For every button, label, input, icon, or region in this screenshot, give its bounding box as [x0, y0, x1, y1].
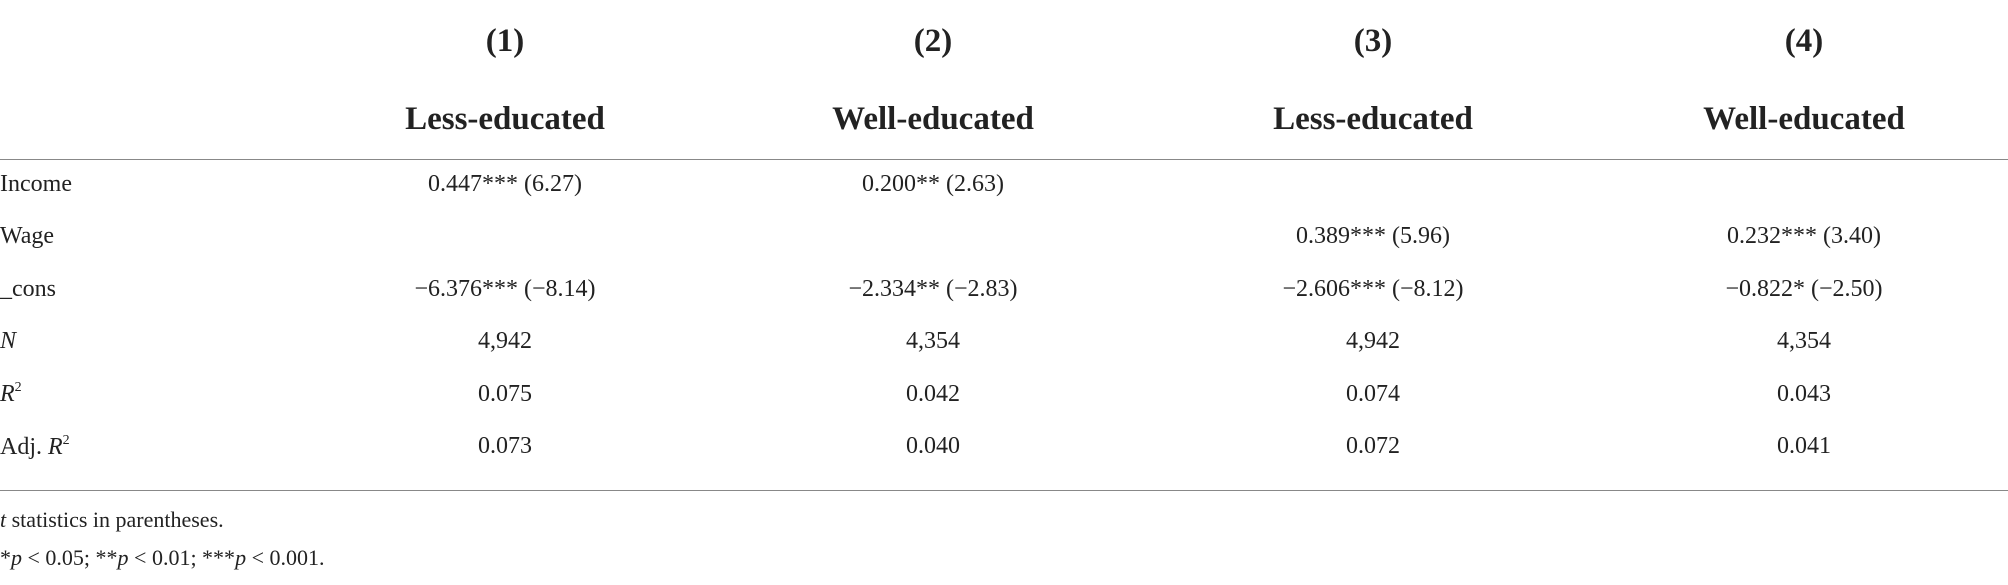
note-text: p	[235, 545, 247, 570]
cell: 0.075	[478, 380, 532, 407]
cell: 4,942	[478, 328, 532, 355]
column-number: (3)	[1353, 22, 1393, 59]
row-label-part: R	[0, 381, 15, 408]
note-text: t	[0, 507, 7, 532]
note: t statistics in parentheses.	[0, 507, 224, 533]
note-text: < 0.05; **	[22, 545, 118, 570]
cell: 0.074	[1346, 380, 1400, 407]
row-label: Adj. R2	[0, 433, 290, 461]
row-label: _cons	[0, 276, 290, 303]
row-label-part: 2	[14, 380, 22, 396]
cell: 0.447*** (6.27)	[428, 170, 582, 197]
bottom-rule	[0, 490, 2008, 491]
table-row: Income 0.447*** (6.27) 0.200** (2.63)	[0, 158, 2008, 211]
cell: 0.072	[1346, 433, 1400, 460]
table-row: N 4,942 4,354 4,942 4,354	[0, 316, 2008, 369]
cell: 0.043	[1777, 380, 1831, 407]
cell: 4,942	[1346, 328, 1400, 355]
top-rule	[0, 159, 2008, 160]
cell: 0.232*** (3.40)	[1727, 223, 1881, 250]
cell: −2.334** (−2.83)	[848, 275, 1018, 302]
row-label-part: Income	[0, 170, 72, 197]
row-label-part: Wage	[0, 223, 55, 250]
column-number: (2)	[913, 22, 953, 59]
cell: 4,354	[906, 328, 960, 355]
row-label-part: _cons	[0, 275, 56, 302]
row-label-part: N	[0, 328, 17, 355]
cell: 0.041	[1777, 433, 1831, 460]
note-text: p	[117, 545, 129, 570]
note: *p < 0.05; **p < 0.01; ***p < 0.001.	[0, 545, 324, 571]
table-row: Adj. R2 0.073 0.040 0.072 0.041	[0, 421, 2008, 474]
note-text: < 0.01; ***	[128, 545, 236, 570]
row-label-part: R	[48, 433, 63, 460]
cell: 4,354	[1777, 328, 1831, 355]
row-label-part: Adj.	[0, 433, 48, 460]
cell: −2.606*** (−8.12)	[1282, 275, 1464, 302]
row-label: Wage	[0, 223, 290, 250]
header-numbers: (1) (2) (3) (4)	[0, 0, 2008, 82]
cell: −6.376*** (−8.14)	[414, 275, 596, 302]
note-text: p	[11, 545, 22, 570]
column-group: Less-educated	[405, 100, 605, 137]
column-group: Less-educated	[1273, 100, 1473, 137]
cell: −0.822* (−2.50)	[1725, 275, 1883, 302]
note-text: < 0.001.	[246, 545, 325, 570]
header-groups: Less-educated Well-educated Less-educate…	[0, 80, 2008, 158]
column-group: Well-educated	[832, 100, 1034, 137]
cell: 0.040	[906, 433, 960, 460]
cell: 0.389*** (5.96)	[1296, 223, 1450, 250]
column-group: Well-educated	[1703, 100, 1905, 137]
cell: 0.200** (2.63)	[862, 170, 1004, 197]
column-number: (1)	[485, 22, 525, 59]
column-number: (4)	[1784, 22, 1824, 59]
cell: 0.073	[478, 433, 532, 460]
table-row: Wage 0.389*** (5.96) 0.232*** (3.40)	[0, 211, 2008, 264]
table-row: _cons −6.376*** (−8.14) −2.334** (−2.83) −2…	[0, 263, 2008, 316]
note-text: *	[0, 545, 11, 570]
row-label-part: 2	[62, 432, 70, 448]
table-row: R2 0.075 0.042 0.074 0.043	[0, 368, 2008, 421]
row-label: Income	[0, 171, 290, 198]
row-label: R2	[0, 380, 290, 408]
row-label: N	[0, 328, 290, 355]
note-text: statistics in parentheses.	[6, 507, 224, 532]
cell: 0.042	[906, 380, 960, 407]
